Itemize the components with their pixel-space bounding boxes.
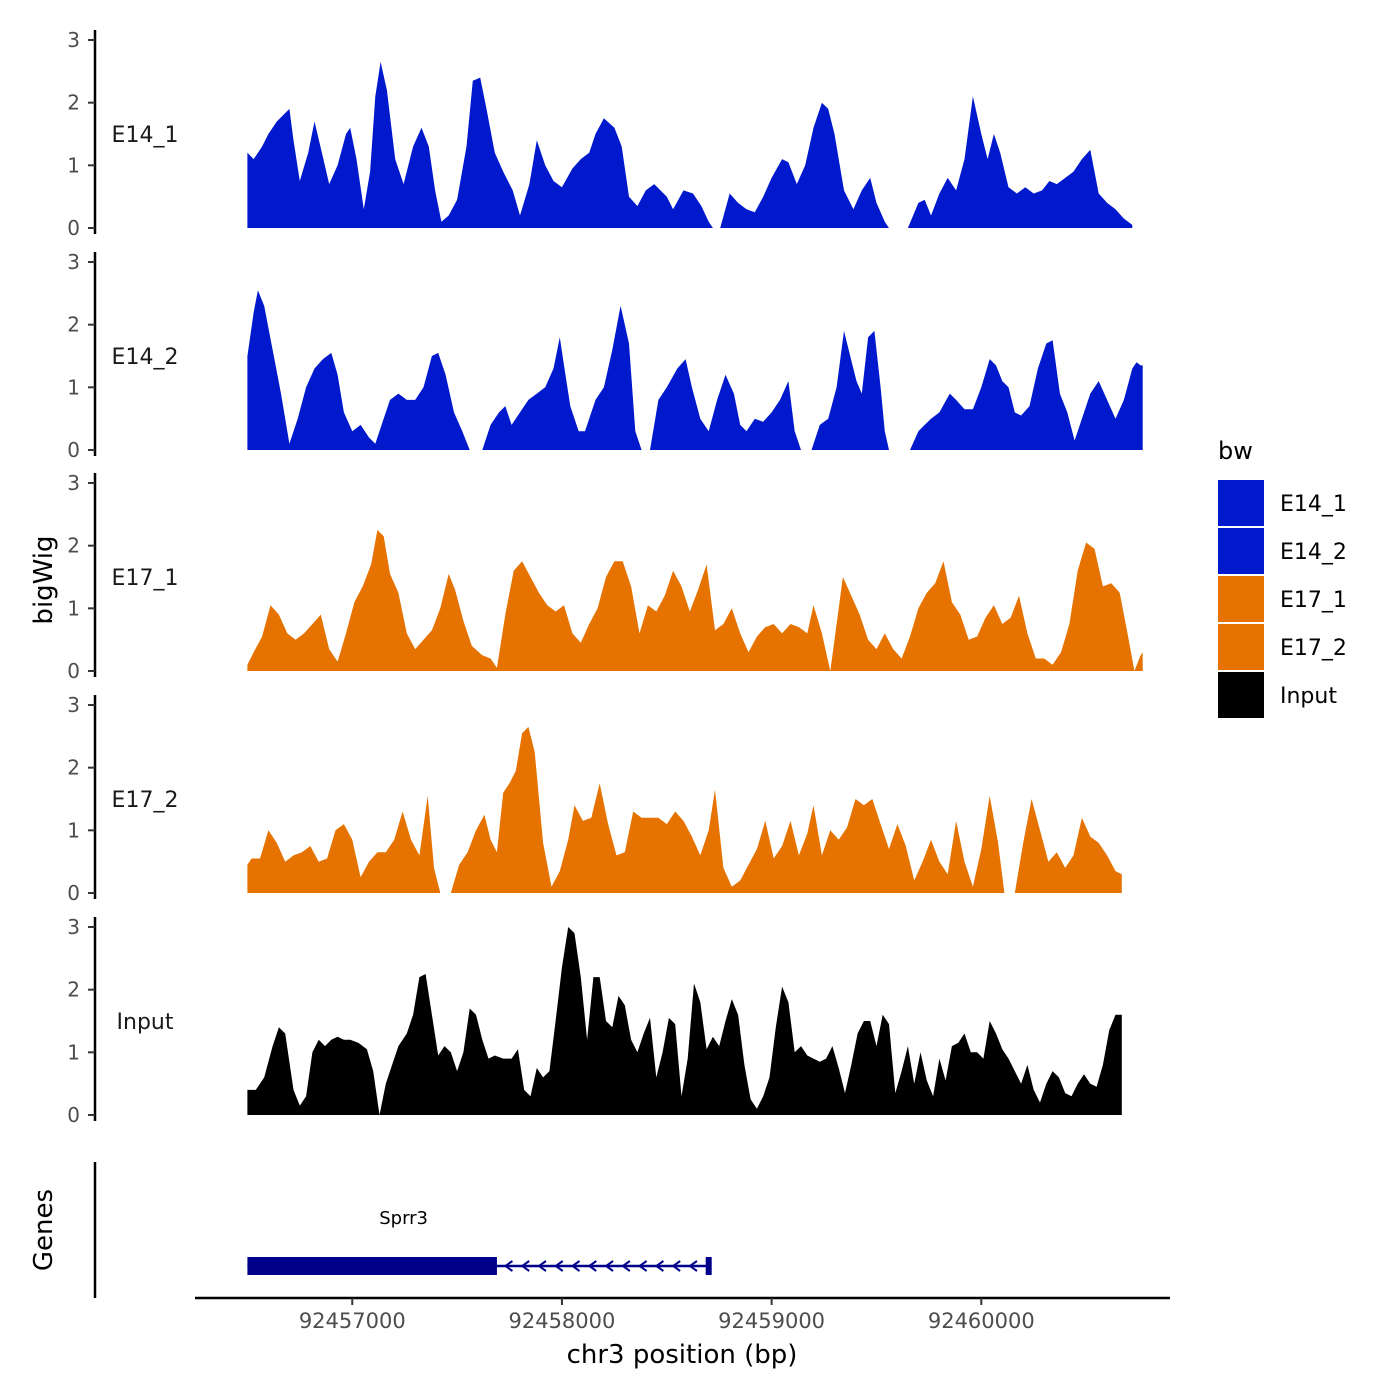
legend-title: bw [1218, 437, 1253, 465]
y-tick-label: 2 [67, 91, 80, 115]
strand-arrow [554, 1260, 564, 1272]
strand-arrow [520, 1260, 530, 1272]
x-tick-label: 92459000 [718, 1309, 825, 1333]
track-label: E14_1 [112, 123, 179, 148]
coverage-area [482, 305, 642, 450]
x-tick-label: 92457000 [299, 1309, 406, 1333]
track-label: E14_2 [112, 345, 179, 370]
y-tick-label: 0 [67, 438, 80, 462]
strand-arrow [688, 1260, 698, 1272]
legend-label: E17_2 [1280, 636, 1347, 661]
y-tick-label: 1 [67, 153, 80, 177]
track-E17_2: 0 1 2 3 E17_2 [67, 693, 1122, 905]
y-tick-label: 0 [67, 659, 80, 683]
legend-swatch-E17_2 [1218, 624, 1264, 670]
legend-label: E17_1 [1280, 588, 1347, 613]
y-tick-label: 2 [67, 756, 80, 780]
tracks: 0 1 2 3 E14_1 0 1 2 3 E14_2 0 1 2 3 E17_1 0 1 2 3 E17_2 0 1 2 3… [67, 28, 1143, 1127]
gene-label: Sprr3 [379, 1208, 428, 1229]
legend-label: E14_2 [1280, 540, 1347, 565]
coverage-area [720, 102, 889, 228]
y-tick-label: 2 [67, 978, 80, 1002]
y-tick-label: 3 [67, 250, 80, 274]
coverage-area [247, 290, 470, 450]
strand-arrow [537, 1260, 547, 1272]
gene-panel: Genes Sprr3 [29, 1162, 712, 1298]
strand-arrow [637, 1260, 648, 1272]
x-tick-label: 92460000 [928, 1309, 1035, 1333]
coverage-area [247, 61, 713, 229]
y-tick-label: 2 [67, 313, 80, 337]
coverage-area [811, 330, 889, 450]
coverage-area [450, 726, 1005, 893]
strand-arrow [587, 1260, 597, 1272]
track-E17_1: 0 1 2 3 E17_1 [67, 471, 1143, 683]
y-tick-label: 3 [67, 471, 80, 495]
x-axis-title: chr3 position (bp) [567, 1340, 798, 1370]
legend-label: E14_1 [1280, 492, 1347, 517]
legend: bw E14_1 E14_2 E17_1 E17_2 Input [1218, 437, 1347, 718]
y-tick-label: 3 [67, 28, 80, 52]
y-tick-label: 0 [67, 881, 80, 905]
coverage-area [907, 96, 1133, 229]
y-tick-label: 1 [67, 596, 80, 620]
coverage-area [650, 359, 801, 450]
legend-swatch-E17_1 [1218, 576, 1264, 622]
strand-arrow [621, 1260, 631, 1272]
track-Input: 0 1 2 3 Input [67, 915, 1122, 1127]
y-tick-label: 0 [67, 216, 80, 240]
y-tick-label: 1 [67, 1040, 80, 1064]
track-E14_1: 0 1 2 3 E14_1 [67, 28, 1133, 240]
y-tick-label: 0 [67, 1103, 80, 1127]
legend-label: Input [1280, 684, 1337, 709]
track-label: Input [117, 1010, 174, 1035]
coverage-area [247, 927, 1122, 1115]
y-tick-label: 2 [67, 534, 80, 558]
x-tick-label: 92458000 [508, 1309, 615, 1333]
coverage-area [910, 340, 1143, 450]
strand-arrow [604, 1260, 614, 1272]
coverage-area [247, 530, 1143, 671]
genes-axis-title: Genes [29, 1189, 59, 1271]
y-tick-label: 1 [67, 818, 80, 842]
coverage-area [1014, 799, 1122, 893]
y-tick-label: 3 [67, 693, 80, 717]
strand-arrow [671, 1260, 681, 1272]
y-axis-title: bigWig [29, 535, 59, 624]
track-label: E17_2 [112, 788, 179, 813]
x-axis: chr3 position (bp) 92457000 92458000 92459… [195, 1296, 1170, 1370]
coverage-area [247, 795, 441, 893]
legend-swatch-E14_2 [1218, 528, 1264, 574]
legend-swatch-E14_1 [1218, 480, 1264, 526]
gene-exon-block [247, 1257, 497, 1275]
strand-arrow [654, 1260, 664, 1272]
y-tick-label: 1 [67, 375, 80, 399]
strand-arrow [503, 1260, 514, 1272]
track-label: E17_1 [112, 566, 179, 591]
strand-arrow [570, 1260, 581, 1272]
y-tick-label: 3 [67, 915, 80, 939]
track-E14_2: 0 1 2 3 E14_2 [67, 250, 1143, 462]
gene-exon-end [705, 1257, 712, 1275]
legend-swatch-Input [1218, 672, 1264, 718]
